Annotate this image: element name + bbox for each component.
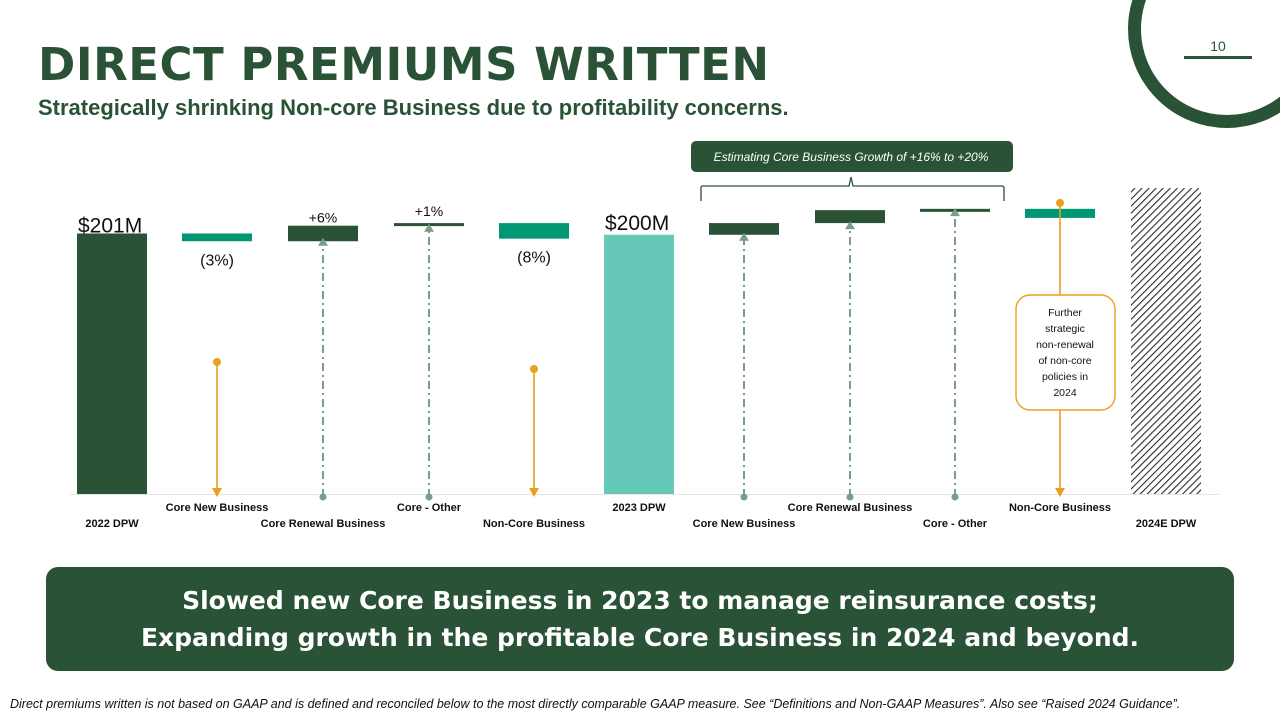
connector-dot-8 [846, 493, 854, 501]
axis-label-3: Core Renewal Business [261, 518, 386, 530]
axis-label-7: Core New Business [693, 518, 796, 530]
connector-dot-3 [319, 493, 327, 501]
bar-11 [1131, 188, 1201, 494]
non-core-note-line-4: of non-core [1038, 355, 1091, 367]
down-arrowhead-10 [1055, 488, 1065, 497]
growth-bracket [700, 176, 1005, 201]
axis-label-5: Non-Core Business [483, 518, 585, 530]
up-arrowhead-9 [950, 208, 960, 217]
decline-dot-2 [213, 358, 221, 366]
axis-label-10: Non-Core Business [1009, 502, 1111, 514]
connector-dot-7 [740, 493, 748, 501]
data-label-core-other-2023: +1% [415, 203, 443, 219]
page-number: 10 [1210, 38, 1226, 54]
axis-label-4: Core - Other [397, 502, 462, 514]
bar-7 [709, 223, 779, 235]
growth-estimate-callout [691, 141, 1013, 172]
key-message-banner: Slowed new Core Business in 2023 to mana… [46, 567, 1234, 671]
banner-line-2: Expanding growth in the profitable Core … [140, 623, 1140, 652]
non-core-note-callout [1015, 294, 1116, 411]
axis-label-8: Core Renewal Business [788, 502, 913, 514]
page-subtitle: Strategically shrinking Non-core Busines… [38, 95, 789, 120]
up-arrowhead-4 [424, 223, 434, 232]
page-number-underline [1184, 56, 1252, 59]
bar-1 [77, 233, 147, 494]
data-label-2023-dpw: $200M [605, 212, 669, 235]
bar-8 [815, 210, 885, 224]
data-label-non-core-2023: (8%) [517, 250, 551, 267]
down-arrowhead-5 [529, 488, 539, 497]
waterfall-chart: $201M $200M (3%) (8%) +6% +1% 2022 DPW Core New… [70, 141, 1220, 530]
banner-line-1: Slowed new Core Business in 2023 to mana… [182, 586, 1098, 615]
non-core-note-line-5: policies in [1042, 371, 1088, 383]
non-core-note-line-6: 2024 [1053, 387, 1077, 399]
non-core-note-line-1: Further [1048, 307, 1082, 319]
data-label-core-renewal-2023: +6% [309, 210, 337, 226]
page-title: DIRECT PREMIUMS WRITTEN [38, 38, 770, 91]
bar-6 [604, 234, 674, 494]
bar-3 [288, 225, 358, 242]
connector-dot-4 [425, 493, 433, 501]
axis-label-6: 2023 DPW [612, 502, 666, 514]
down-arrowhead-2 [212, 488, 222, 497]
decline-dot-10 [1056, 198, 1064, 207]
axis-label-1: 2022 DPW [85, 518, 139, 530]
connector-dot-9 [951, 493, 959, 501]
axis-label-2: Core New Business [166, 502, 269, 514]
decline-dot-5 [530, 365, 538, 373]
up-arrowhead-7 [739, 232, 749, 241]
growth-estimate-text: Estimating Core Business Growth of +16% … [714, 150, 989, 164]
footnote: Direct premiums written is not based on … [10, 697, 1181, 711]
data-label-2022-dpw: $201M [78, 214, 142, 237]
axis-label-11: 2024E DPW [1136, 518, 1197, 530]
up-arrowhead-8 [845, 221, 855, 230]
bar-2 [182, 233, 252, 242]
axis-label-9: Core - Other [923, 518, 988, 530]
data-label-core-new-2023: (3%) [200, 252, 234, 269]
non-core-note-line-3: non-renewal [1036, 339, 1094, 351]
up-arrowhead-3 [318, 237, 328, 246]
bar-5 [499, 223, 569, 239]
non-core-note-line-2: strategic [1045, 323, 1085, 335]
